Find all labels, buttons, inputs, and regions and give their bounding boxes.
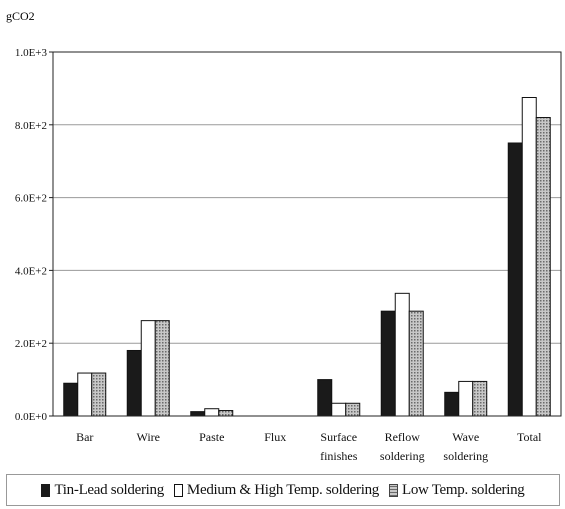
y-tick-label: 6.0E+2 (15, 193, 47, 205)
bar (91, 372, 107, 417)
bar (190, 411, 206, 417)
bar (77, 372, 93, 417)
bar (218, 410, 234, 417)
x-tick-label: finishes (320, 449, 358, 463)
legend-label-low-temp: Low Temp. soldering (401, 481, 525, 498)
y-tick-label: 0.0E+0 (15, 411, 48, 423)
y-tick-label: 8.0E+2 (15, 120, 47, 132)
x-tick-label: Surface (320, 430, 357, 444)
legend-swatch-medium-high (173, 483, 183, 497)
bar (380, 310, 396, 417)
x-axis-ticks: Bar Wire Paste Flux Surface finishes Reflow sol… (76, 430, 542, 463)
bar (458, 380, 474, 417)
bar (535, 117, 551, 417)
bar (345, 402, 361, 417)
bar (317, 379, 333, 417)
bar (507, 142, 523, 417)
x-tick-label: Flux (264, 430, 286, 444)
legend-item-low-temp: Low Temp. soldering (388, 481, 525, 499)
bars (63, 97, 551, 417)
legend-swatch-low-temp (388, 483, 398, 497)
legend-item-medium-high: Medium & High Temp. soldering (173, 481, 379, 499)
bar (204, 408, 220, 417)
bar (444, 391, 460, 417)
x-tick-label: Wave (452, 430, 479, 444)
bar (331, 402, 347, 417)
legend-label-medium-high: Medium & High Temp. soldering (186, 481, 379, 498)
plot-area-frame (52, 51, 562, 417)
y-tick-label: 2.0E+2 (15, 338, 47, 350)
x-tick-label: soldering (443, 449, 488, 463)
bar (394, 292, 410, 417)
legend: Tin-Lead soldering Medium & High Temp. s… (6, 474, 560, 506)
x-tick-label: Total (517, 430, 542, 444)
legend-item-tin-lead: Tin-Lead soldering (41, 481, 164, 499)
legend-label-tin-lead: Tin-Lead soldering (54, 481, 164, 498)
bar (408, 310, 424, 417)
bar (472, 380, 488, 417)
x-tick-label: Bar (76, 430, 93, 444)
y-unit-label: gCO2 (6, 9, 35, 23)
x-tick-label: soldering (380, 449, 425, 463)
bar (140, 320, 156, 417)
bar (521, 97, 537, 417)
bar (63, 382, 79, 417)
bar-chart: gCO2 0.0E+0 2.0E+2 4.0E+2 6.0E+2 8.0E+2 1.0E+… (6, 9, 562, 463)
gridlines (53, 124, 561, 344)
x-tick-label: Reflow (385, 430, 421, 444)
bar (126, 349, 142, 417)
x-tick-label: Wire (136, 430, 160, 444)
x-tick-label: Paste (199, 430, 224, 444)
y-tick-label: 1.0E+3 (15, 47, 48, 59)
bar (154, 320, 170, 417)
y-tick-label: 4.0E+2 (15, 265, 47, 277)
legend-swatch-tin-lead (41, 483, 51, 497)
y-axis-ticks: 0.0E+0 2.0E+2 4.0E+2 6.0E+2 8.0E+2 1.0E+3 (15, 47, 53, 423)
